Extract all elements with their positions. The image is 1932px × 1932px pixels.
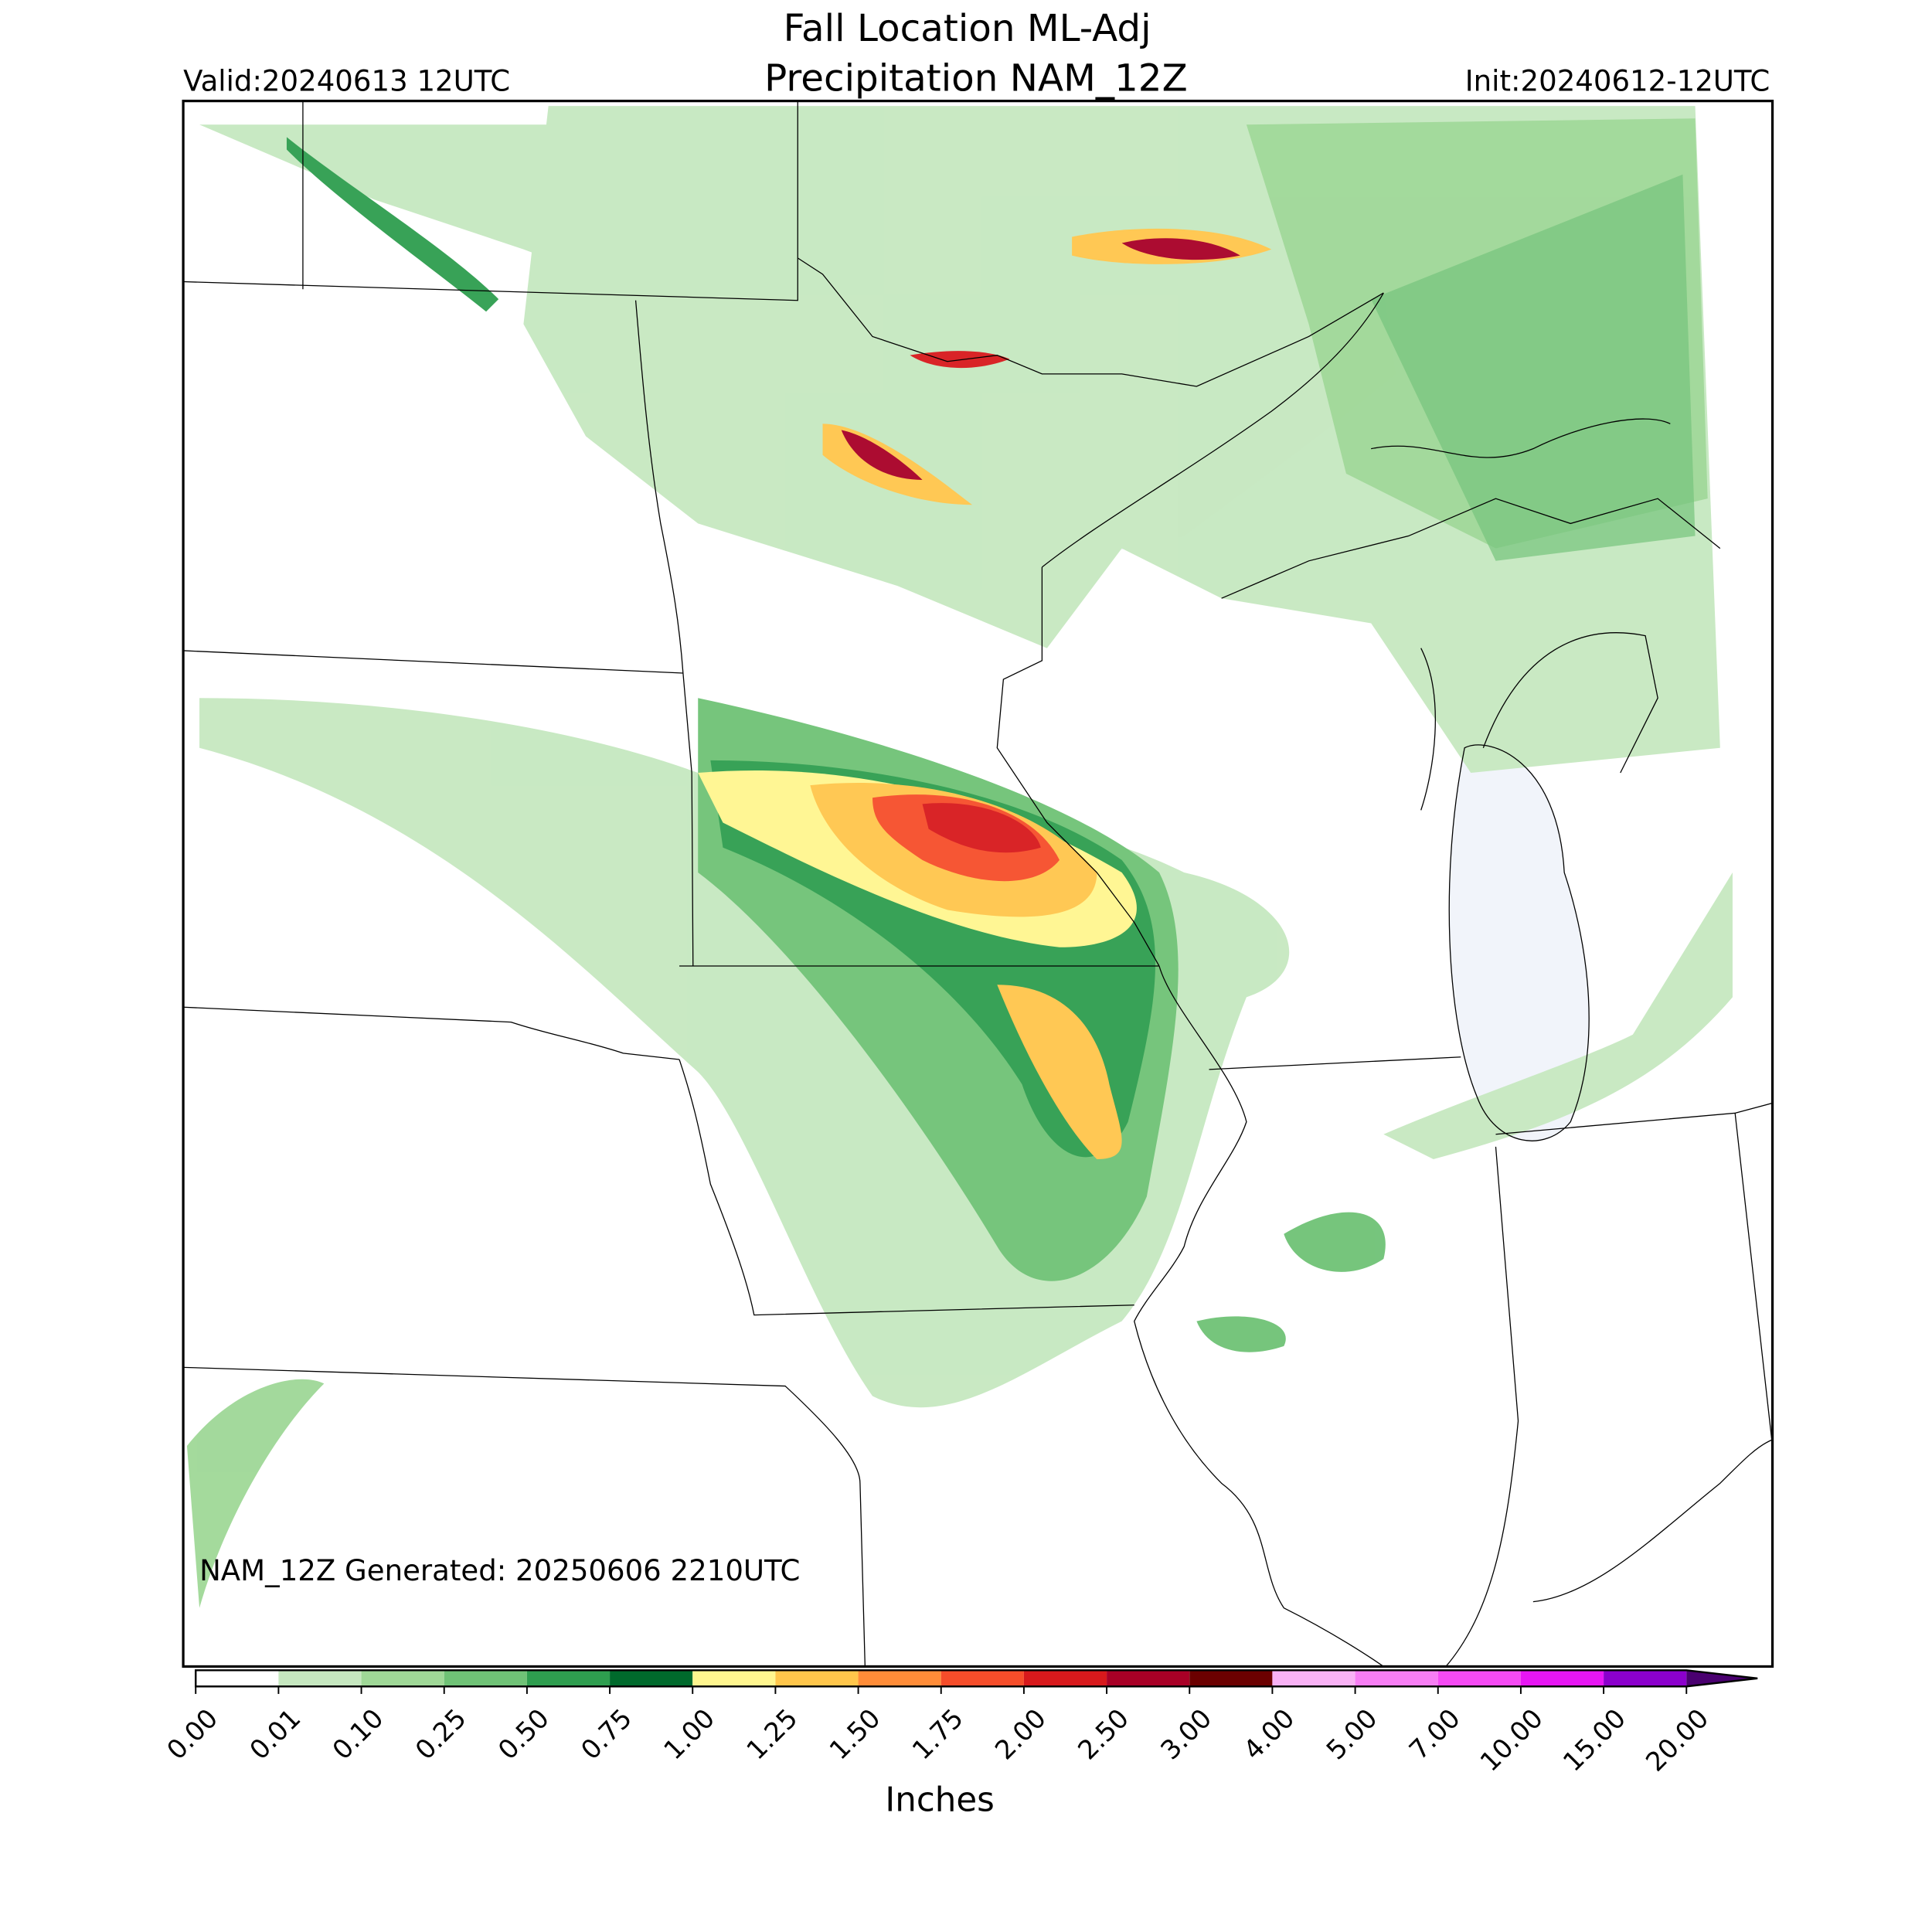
precip-field bbox=[186, 106, 1733, 1608]
colorbar-outline bbox=[195, 1669, 1758, 1688]
colorbar-segment bbox=[1355, 1670, 1438, 1687]
colorbar-segment bbox=[1604, 1670, 1687, 1687]
colorbar-extension bbox=[1686, 1670, 1758, 1687]
generated-note: NAM_12Z Generated: 20250606 2210UTC bbox=[199, 1554, 800, 1587]
colorbar-segment bbox=[1272, 1670, 1355, 1687]
colorbar-segment bbox=[1437, 1670, 1521, 1687]
colorbar-segment bbox=[1189, 1670, 1273, 1687]
map bbox=[183, 100, 1773, 1667]
map-frame bbox=[182, 100, 1774, 1668]
colorbar-segment bbox=[940, 1670, 1024, 1687]
colorbar-segment bbox=[692, 1670, 776, 1687]
init-time: Init:20240612-12UTC bbox=[1465, 65, 1770, 98]
colorbar-segment bbox=[1520, 1670, 1604, 1687]
colorbar-segment bbox=[610, 1670, 693, 1687]
political-borders bbox=[183, 100, 1773, 1667]
colorbar-segment bbox=[361, 1670, 444, 1687]
colorbar-segment bbox=[196, 1670, 279, 1687]
valid-time: Valid:20240613 12UTC bbox=[183, 65, 510, 98]
colorbar-segment bbox=[858, 1670, 941, 1687]
colorbar-segment bbox=[1023, 1670, 1107, 1687]
title-line-2: Precipitation NAM_12Z bbox=[764, 57, 1188, 100]
colorbar-segment bbox=[526, 1670, 611, 1687]
colorbar-segment bbox=[775, 1670, 859, 1687]
colorbar-segment bbox=[1107, 1670, 1190, 1687]
colorbar-segment bbox=[278, 1670, 362, 1687]
colorbar-label: Inches bbox=[885, 1781, 994, 1820]
title-line-1: Fall Location ML-Adj bbox=[784, 7, 1151, 50]
lake-michigan bbox=[1449, 744, 1590, 1141]
colorbar-segment bbox=[444, 1670, 527, 1687]
